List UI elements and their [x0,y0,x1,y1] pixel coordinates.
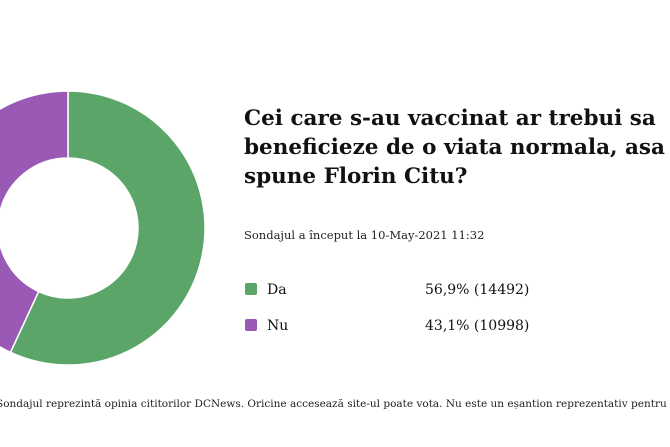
legend-value-nu: 43,1% (10998) [425,318,530,334]
legend-swatch-nu [245,319,257,331]
poll-question: Cei care s-au vaccinat ar trebui sa bene… [244,106,665,189]
donut-chart [0,90,206,366]
legend-label-da: Da [267,282,287,298]
poll-disclaimer: Sondajul reprezintă opinia cititorilor D… [0,398,670,410]
legend-item-da: Da 56,9% (14492) [244,281,664,301]
legend-item-nu: Nu 43,1% (10998) [244,317,664,337]
donut-slice-da [9,90,206,366]
legend-value-da: 56,9% (14492) [425,282,530,298]
poll-start-date: Sondajul a început la 10-May-2021 11:32 [244,228,485,242]
legend-swatch-da [245,283,257,295]
legend-label-nu: Nu [267,318,289,334]
donut-slice-nu [0,90,69,354]
